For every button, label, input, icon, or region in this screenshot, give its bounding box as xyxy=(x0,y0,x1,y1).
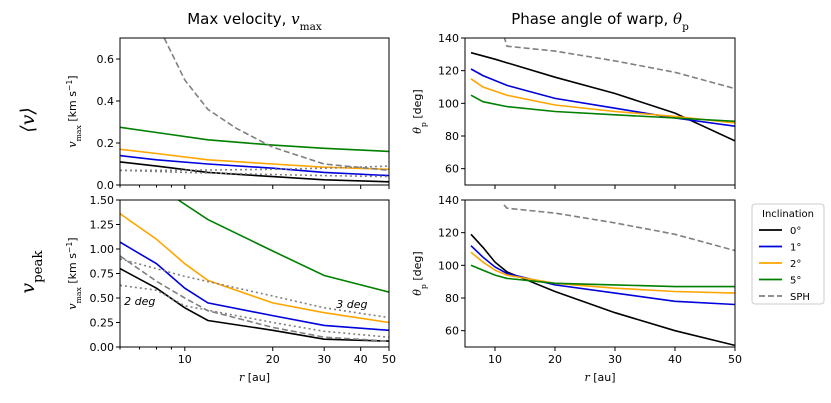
y-tick-label: 120 xyxy=(438,227,459,240)
y-tick-label: 60 xyxy=(445,325,459,338)
y-tick-label: 0.00 xyxy=(90,341,115,354)
series-line-5- xyxy=(470,94,735,123)
series-line-2- xyxy=(470,251,735,294)
y-tick-label: 80 xyxy=(445,292,459,305)
y-tick-label: 80 xyxy=(445,130,459,143)
row-label-v-peak: vpeak xyxy=(17,250,46,294)
x-axis-label: r [au] xyxy=(239,371,270,384)
panel-tr: 60 80 100 120 140 θp [deg] Phase angle of warp… xyxy=(411,10,736,189)
series-line-sph xyxy=(120,255,389,342)
legend-label: 5° xyxy=(790,276,801,287)
axes-frame xyxy=(464,199,736,348)
y-tick-label: 60 xyxy=(445,163,459,176)
x-tick-label: 20 xyxy=(266,353,280,366)
series-group xyxy=(120,38,389,183)
series-line-sph-2-deg xyxy=(120,169,389,178)
series-line-5- xyxy=(470,264,735,288)
axes-frame xyxy=(119,199,390,348)
legend-label: SPH xyxy=(790,292,810,303)
y-tick-label: 0.4 xyxy=(97,95,115,108)
y-tick-label: 0.6 xyxy=(97,53,115,66)
row-label-mean-v: ⟨v⟩ xyxy=(17,107,39,133)
series-group xyxy=(120,200,389,342)
y-axis-label: θp [deg] xyxy=(411,251,428,295)
y-tick-label: 1.50 xyxy=(90,194,115,207)
series-line-5- xyxy=(177,200,389,293)
series-line-2- xyxy=(120,213,389,324)
y-tick-label: 0.2 xyxy=(97,137,115,150)
y-tick-label: 1.00 xyxy=(90,243,115,256)
x-tick-label: 50 xyxy=(382,353,396,366)
row-labels: ⟨v⟩ vpeak xyxy=(17,107,46,293)
x-tick-label: 30 xyxy=(317,353,331,366)
y-axis-label: vmax [km s−1] xyxy=(65,237,83,309)
series-line-0- xyxy=(470,233,735,347)
x-tick-label: 40 xyxy=(668,353,682,366)
series-line-sph xyxy=(163,38,389,172)
x-tick-label: 40 xyxy=(354,353,368,366)
series-line-0- xyxy=(470,51,735,142)
y-tick-label: 0.0 xyxy=(97,179,115,192)
series-line-sph-3-deg xyxy=(120,165,389,172)
y-axis-label: vmax [km s−1] xyxy=(65,75,83,147)
annotation: 2 deg xyxy=(124,295,155,308)
y-tick-label: 0.25 xyxy=(90,317,115,330)
series-line-2- xyxy=(470,78,735,124)
panel-br: 60 80 100 120 140 10 20 30 40 50 θp [deg] r [au] xyxy=(411,194,742,384)
x-tick-label: 10 xyxy=(178,353,192,366)
series-line-1- xyxy=(120,154,389,177)
panel-title: Phase angle of warp, θp xyxy=(511,10,689,33)
panel-tl: 0.0 0.2 0.4 0.6 vmax [km s−1] Max velocity, v… xyxy=(65,10,390,192)
x-tick-label: 50 xyxy=(728,353,742,366)
series-group xyxy=(470,38,735,142)
y-tick-label: 0.50 xyxy=(90,292,115,305)
y-tick-label: 1.25 xyxy=(90,219,115,232)
legend-label: 2° xyxy=(790,259,801,270)
series-line-0- xyxy=(120,267,389,342)
x-axis-label: r [au] xyxy=(584,371,615,384)
y-tick-label: 100 xyxy=(438,259,459,272)
y-tick-label: 100 xyxy=(438,97,459,110)
series-line-1- xyxy=(120,241,389,332)
legend: Inclination 0° 1° 2° 5° SPH xyxy=(751,203,825,305)
series-line-sph-2-deg xyxy=(120,284,389,338)
y-tick-label: 140 xyxy=(438,194,459,207)
x-tick-label: 20 xyxy=(548,353,562,366)
axes-frame xyxy=(119,37,390,186)
panel-title: Max velocity, vmax xyxy=(187,10,322,33)
y-tick-label: 120 xyxy=(438,65,459,78)
series-line-sph-3-deg xyxy=(120,258,389,319)
panel-bl: 0.00 0.25 0.50 0.75 1.00 1.25 1.50 10 20 30 40 50 vm… xyxy=(65,194,397,384)
legend-title: Inclination xyxy=(762,209,814,220)
axes-frame xyxy=(464,37,736,186)
legend-label: 0° xyxy=(790,226,801,237)
x-tick-label: 10 xyxy=(488,353,502,366)
series-line-sph xyxy=(503,38,735,90)
series-line-sph xyxy=(503,204,735,252)
y-tick-label: 140 xyxy=(438,32,459,45)
x-tick-label: 30 xyxy=(608,353,622,366)
series-line-5- xyxy=(120,126,389,153)
series-group xyxy=(470,204,735,347)
legend-label: 1° xyxy=(790,243,801,254)
y-axis-label: θp [deg] xyxy=(411,89,428,133)
y-tick-label: 0.75 xyxy=(90,268,115,281)
annotation: 3 deg xyxy=(336,298,367,311)
